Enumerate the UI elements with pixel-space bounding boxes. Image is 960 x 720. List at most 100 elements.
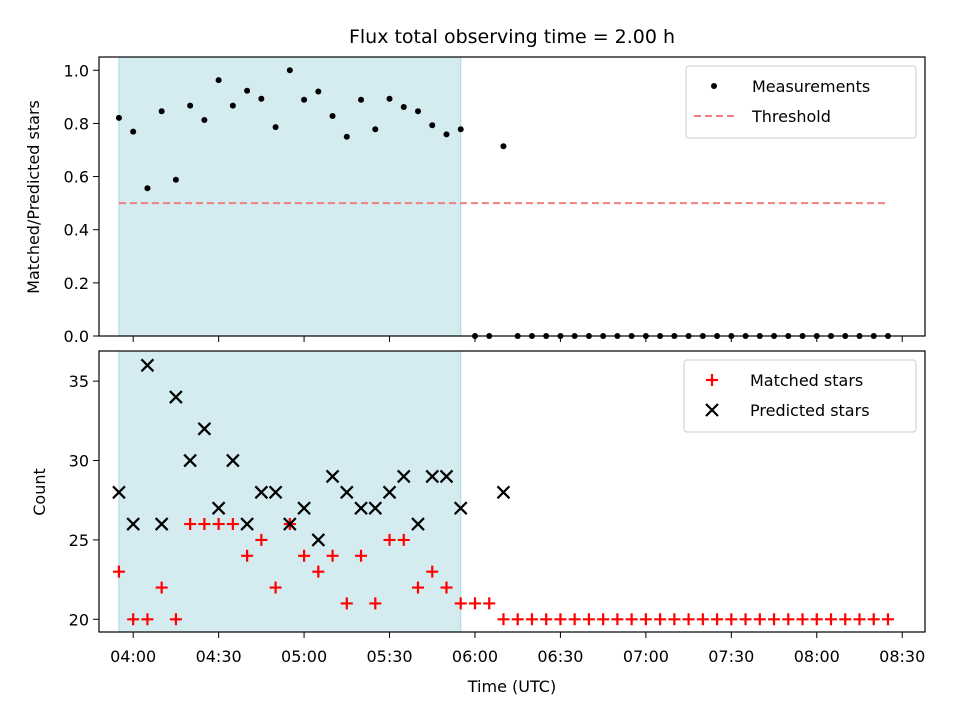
data-point xyxy=(315,88,322,95)
data-point xyxy=(386,95,393,102)
predicted-star-marker xyxy=(268,485,283,500)
bottom-y-axis: 20 25 30 35 xyxy=(69,372,99,629)
matched-star-marker xyxy=(326,549,339,562)
matched-star-marker xyxy=(298,549,311,562)
matched-star-marker xyxy=(155,581,168,594)
bottom-legend: Matched stars Predicted stars xyxy=(683,359,917,433)
matched-star-marker xyxy=(241,549,254,562)
predicted-star-marker xyxy=(140,358,155,373)
matched-star-marker xyxy=(397,533,410,546)
data-point xyxy=(443,131,450,138)
matched-star-marker xyxy=(169,613,182,626)
predicted-star-marker xyxy=(297,501,311,515)
matched-star-marker xyxy=(525,613,538,626)
matched-star-marker xyxy=(796,613,809,626)
matched-star-marker xyxy=(582,613,595,626)
matched-star-marker xyxy=(255,533,268,546)
predicted-star-marker xyxy=(126,517,140,531)
predicted-star-marker xyxy=(169,390,183,404)
legend-label: Threshold xyxy=(751,107,831,126)
y-tick-label: 30 xyxy=(69,452,89,471)
data-point xyxy=(343,133,350,140)
x-tick-label: 06:30 xyxy=(537,647,583,666)
matched-star-marker xyxy=(127,613,140,626)
top-y-axis: 0.0 0.2 0.4 0.6 0.8 1.0 xyxy=(64,61,99,346)
predicted-star-marker xyxy=(226,453,240,468)
matched-star-marker xyxy=(369,597,382,610)
matched-star-marker xyxy=(184,518,197,531)
data-point xyxy=(115,114,122,121)
x-tick-label: 05:00 xyxy=(281,647,327,666)
matched-star-marker xyxy=(511,613,524,626)
matched-star-marker xyxy=(426,565,439,578)
x-tick-label: 07:00 xyxy=(623,647,669,666)
shaded-interval xyxy=(118,350,462,633)
x-tick-label: 04:30 xyxy=(196,647,242,666)
top-x-axis-ticks xyxy=(132,336,903,342)
legend-box xyxy=(683,359,917,433)
y-tick-label: 35 xyxy=(69,372,89,391)
matched-star-marker xyxy=(412,581,425,594)
top-shaded-interval xyxy=(118,56,462,337)
top-series-layer xyxy=(115,67,891,339)
top-plot-frame xyxy=(98,56,926,337)
predicted-star-marker xyxy=(154,517,169,531)
top-legend: Measurements Threshold xyxy=(685,65,917,139)
matched-star-marker xyxy=(568,613,581,626)
data-point xyxy=(500,143,507,150)
matched-star-marker xyxy=(839,613,852,626)
matched-star-marker xyxy=(611,613,624,626)
predicted-star-marker xyxy=(396,469,411,484)
matched-star-marker xyxy=(654,613,667,626)
top-y-axis-label: Matched/Predicted stars xyxy=(24,100,43,294)
predicted-star-marker xyxy=(496,485,511,500)
y-tick-label: 25 xyxy=(69,531,89,550)
shaded-interval xyxy=(118,56,462,337)
x-tick-label: 08:00 xyxy=(794,647,840,666)
top-plot-area: 0.0 0.2 0.4 0.6 0.8 1.0 Matched/Predicted sta… xyxy=(24,56,926,346)
matched-star-marker xyxy=(810,613,823,626)
predicted-star-marker xyxy=(340,485,354,500)
data-point xyxy=(144,185,151,192)
data-point xyxy=(286,67,293,74)
matched-star-marker xyxy=(668,613,681,626)
data-point xyxy=(415,108,422,115)
x-tick-label: 06:00 xyxy=(452,647,498,666)
matched-star-marker xyxy=(497,613,510,626)
data-point xyxy=(258,95,265,102)
data-point xyxy=(301,96,308,103)
top-chart-title: Flux total observing time = 2.00 h xyxy=(349,26,675,48)
matched-star-marker xyxy=(625,613,638,626)
matched-star-marker xyxy=(141,613,154,626)
matched-star-marker xyxy=(212,518,225,531)
matched-star-marker xyxy=(853,613,866,626)
predicted-star-marker xyxy=(311,533,326,547)
data-point xyxy=(229,102,236,109)
y-tick-label: 20 xyxy=(69,610,89,629)
matched-star-marker xyxy=(468,597,481,610)
data-point xyxy=(172,176,179,183)
bottom-x-axis-label: Time (UTC) xyxy=(467,677,556,696)
matched-star-marker xyxy=(112,565,125,578)
matched-star-marker xyxy=(739,613,752,626)
y-tick-label: 0.0 xyxy=(64,327,89,346)
data-point xyxy=(429,122,436,129)
data-point xyxy=(187,102,194,109)
legend-marker xyxy=(705,403,719,417)
matched-star-marker xyxy=(269,581,282,594)
bottom-plot-frame xyxy=(98,350,926,633)
data-point xyxy=(372,126,379,133)
data-point xyxy=(215,77,222,84)
matched-star-marker xyxy=(198,518,211,531)
bottom-y-axis-label: Count xyxy=(30,468,49,516)
data-point xyxy=(358,96,365,103)
data-point xyxy=(457,126,464,133)
matched-star-marker xyxy=(711,613,724,626)
matched-star-marker xyxy=(753,613,766,626)
matched-star-marker xyxy=(340,597,353,610)
matched-star-marker xyxy=(440,581,453,594)
data-point xyxy=(244,87,251,94)
y-tick-label: 0.4 xyxy=(64,221,89,240)
